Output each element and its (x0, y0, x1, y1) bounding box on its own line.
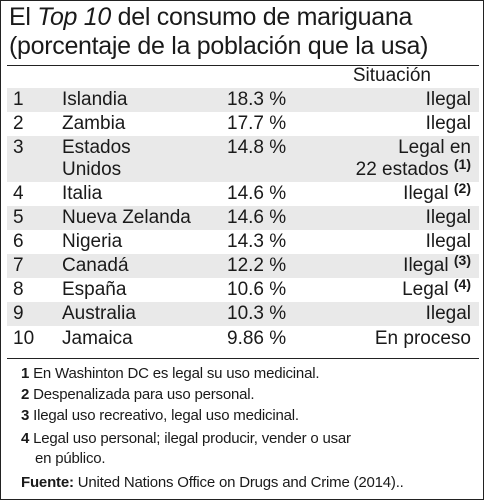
rank-cell: 9 (13, 303, 24, 324)
percent-cell: 18.3 % (227, 89, 287, 110)
title-pre: El (9, 3, 38, 31)
status-cell: En proceso (374, 328, 471, 349)
status-text: Legal (402, 279, 449, 300)
status-text-line-2: 22 estados (355, 159, 449, 180)
status-text: Ilegal (403, 183, 449, 204)
status-cell: Ilegal (425, 89, 471, 110)
rank-cell: 5 (13, 207, 24, 228)
country-cell-line-2: Unidos (62, 159, 122, 180)
percent-cell: 9.86 % (227, 328, 287, 349)
page-title: El Top 10 del consumo de mariguana (porc… (9, 3, 479, 61)
footnote-ref: (3) (453, 252, 471, 268)
status-text: Ilegal (403, 255, 449, 276)
rank-cell: 7 (13, 255, 24, 276)
status-cell: Ilegal (425, 113, 471, 134)
table-row: 9 Australia 10.3 % Ilegal (7, 302, 479, 326)
country-cell: Australia (62, 303, 136, 324)
rank-cell: 4 (13, 183, 24, 204)
source-text: United Nations Office on Drugs and Crime… (73, 474, 404, 491)
table-row: 1 Islandia 18.3 % Ilegal (7, 88, 479, 112)
table-row: 6 Nigeria 14.3 % Ilegal (7, 230, 479, 254)
country-cell: Canadá (62, 255, 129, 276)
rank-cell: 10 (13, 328, 35, 349)
table-row: 4 Italia 14.6 % Ilegal (2) (7, 180, 479, 206)
table-row: 3 Estados Unidos 14.8 % Legal en 22 esta… (7, 136, 479, 182)
title-line-1: El Top 10 del consumo de mariguana (9, 3, 479, 32)
status-cell-line-2: 22 estados (1) (355, 156, 471, 181)
country-cell: Estados (62, 137, 131, 158)
rank-cell: 1 (13, 89, 24, 110)
footnote-ref: (1) (453, 156, 471, 172)
footnote-number: 4 (21, 430, 30, 447)
title-post: del consumo de mariguana (111, 3, 413, 31)
status-cell: Legal en (398, 137, 471, 158)
rank-cell: 6 (13, 231, 24, 252)
country-cell: Zambia (62, 113, 126, 134)
footnote-ref: (2) (453, 180, 471, 196)
status-cell: Ilegal (3) (403, 252, 471, 277)
status-cell: Ilegal (2) (403, 180, 471, 205)
footnote: 3 Ilegal uso recreativo, legal uso medic… (21, 406, 471, 426)
percent-cell: 10.3 % (227, 303, 287, 324)
percent-cell: 17.7 % (227, 113, 287, 134)
status-cell: Ilegal (425, 303, 471, 324)
notes-divider (7, 358, 479, 359)
footnote: 2 Despenalizada para uso personal. (21, 385, 471, 405)
percent-cell: 14.6 % (227, 183, 287, 204)
country-cell: Nigeria (62, 231, 123, 252)
footnote-text: Legal uso personal; ilegal producir, ven… (33, 430, 351, 447)
rank-cell: 2 (13, 113, 24, 134)
footnote-number: 1 (21, 365, 30, 382)
percent-cell: 10.6 % (227, 279, 287, 300)
percent-cell: 14.8 % (227, 137, 287, 158)
footnote-text: Despenalizada para uso personal. (33, 386, 255, 403)
rank-cell: 8 (13, 279, 24, 300)
footnote: 1 En Washinton DC es legal su uso medici… (21, 364, 471, 384)
country-cell: Italia (62, 183, 103, 204)
country-cell: España (62, 279, 127, 300)
table-row: 10 Jamaica 9.86 % En proceso (7, 326, 479, 352)
percent-cell: 12.2 % (227, 255, 287, 276)
footnote: 4 Legal uso personal; ilegal producir, v… (21, 429, 471, 469)
footnote-text: En Washinton DC es legal su uso medicina… (33, 365, 320, 382)
country-cell: Islandia (62, 89, 128, 110)
footnote-text: Ilegal uso recreativo, legal uso medicin… (33, 407, 299, 424)
rank-cell: 3 (13, 137, 24, 158)
status-column-header: Situación (352, 65, 431, 86)
percent-cell: 14.6 % (227, 207, 287, 228)
percent-cell: 14.3 % (227, 231, 287, 252)
footnote-ref: (4) (453, 276, 471, 292)
footnote-number: 2 (21, 386, 30, 403)
country-cell: Nueva Zelanda (62, 207, 191, 228)
table-row: 7 Canadá 12.2 % Ilegal (3) (7, 252, 479, 278)
title-emphasis: Top 10 (37, 3, 112, 31)
source-line: Fuente: United Nations Office on Drugs a… (21, 473, 481, 493)
table-row: 2 Zambia 17.7 % Ilegal (7, 112, 479, 136)
source-label: Fuente: (21, 474, 74, 491)
footnote-text-continued: en público. (35, 450, 106, 467)
status-cell: Legal (4) (402, 276, 471, 301)
table-row: 5 Nueva Zelanda 14.6 % Ilegal (7, 206, 479, 230)
table-row: 8 España 10.6 % Legal (4) (7, 276, 479, 302)
country-cell: Jamaica (62, 328, 133, 349)
footnote-number: 3 (21, 407, 30, 424)
status-cell: Ilegal (425, 231, 471, 252)
status-cell: Ilegal (425, 207, 471, 228)
title-line-2: (porcentaje de la población que la usa) (9, 32, 429, 60)
title-divider (7, 65, 479, 66)
